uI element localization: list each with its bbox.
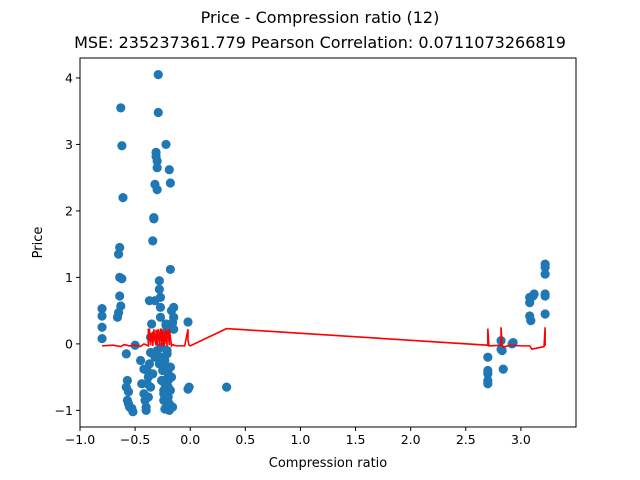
scatter-point — [498, 364, 508, 374]
scatter-point — [117, 274, 127, 284]
fit-line-group — [101, 327, 546, 351]
scatter-point — [152, 185, 162, 195]
scatter-points — [97, 70, 550, 417]
x-tick-label: −1.0 — [65, 432, 95, 447]
y-tick-label: 1 — [65, 270, 73, 285]
x-tick-label: 0.0 — [180, 432, 200, 447]
scatter-point — [123, 387, 134, 397]
scatter-point — [115, 242, 125, 253]
scatter-point — [164, 165, 174, 175]
scatter-point — [148, 369, 158, 379]
scatter-point — [221, 382, 232, 392]
scatter-point — [116, 103, 126, 113]
scatter-point — [141, 405, 151, 415]
scatter-point — [161, 139, 171, 150]
y-tick-label: −1 — [55, 403, 73, 418]
plot-frame — [79, 57, 577, 428]
x-tick-label: 1.0 — [290, 432, 310, 447]
x-tick-label: 2.5 — [456, 432, 476, 447]
scatter-point — [97, 333, 107, 344]
scatter-point — [529, 289, 539, 299]
scatter-point — [128, 407, 138, 417]
scatter-point — [483, 352, 493, 362]
x-tick-label: −0.5 — [120, 432, 150, 447]
scatter-point — [149, 212, 159, 223]
scatter-point — [152, 345, 162, 356]
scatter-point — [150, 296, 160, 306]
chart-subtitle: MSE: 235237361.779 Pearson Correlation: … — [74, 33, 566, 52]
scatter-point — [148, 236, 158, 246]
scatter-point — [483, 379, 493, 389]
scatter-point — [184, 382, 194, 392]
scatter-point — [136, 355, 146, 366]
scatter-point — [540, 291, 550, 301]
scatter-point — [118, 193, 128, 203]
scatter-point — [153, 107, 163, 118]
scatter-point — [166, 372, 177, 382]
scatter-point — [167, 402, 178, 412]
scatter-point — [153, 70, 163, 80]
scatter-point — [155, 312, 166, 322]
y-tick-label: 2 — [65, 203, 73, 218]
scatter-point — [156, 375, 167, 386]
fit-line — [101, 327, 546, 351]
x-tick-label: 0.5 — [235, 432, 255, 447]
scatter-point — [540, 262, 550, 273]
scatter-point — [165, 264, 175, 275]
scatter-point — [112, 312, 123, 322]
scatter-point — [169, 312, 179, 322]
scatter-point — [540, 309, 550, 319]
y-axis-label: Price — [31, 227, 46, 259]
scatter-point — [540, 269, 550, 279]
x-tick-label: 3.0 — [511, 432, 531, 447]
scatter-point — [139, 364, 149, 374]
scatter-point — [526, 316, 536, 326]
scatter-point — [121, 349, 131, 359]
scatter-point — [165, 362, 175, 372]
scatter-point — [152, 163, 162, 173]
x-tick-label: 1.5 — [346, 432, 366, 447]
scatter-point — [160, 355, 170, 366]
scatter-point — [169, 324, 179, 334]
y-tick-label: 3 — [65, 137, 73, 152]
x-axis-ticks: −1.0 −0.5 0.0 0.5 1.0 1.5 2.0 2.5 3.0 — [65, 427, 531, 447]
scatter-point — [159, 389, 169, 399]
scatter-point — [165, 178, 175, 188]
scatter-point — [147, 319, 157, 329]
x-tick-label: 2.0 — [401, 432, 421, 447]
scatter-point — [145, 382, 156, 392]
scatter-point — [115, 291, 125, 301]
y-tick-label: 0 — [65, 336, 73, 351]
x-axis-label: Compression ratio — [269, 456, 388, 471]
scatter-point — [155, 302, 166, 312]
scatter-point — [183, 317, 193, 327]
scatter-point — [143, 392, 153, 402]
scatter-point — [497, 345, 507, 356]
scatter-point — [154, 284, 164, 294]
scatter-point — [117, 141, 127, 151]
scatter-point — [169, 302, 179, 312]
scatter-point — [97, 311, 107, 321]
y-axis-ticks: −1 0 1 2 3 4 — [55, 70, 80, 418]
y-tick-label: 4 — [65, 70, 73, 85]
scatter-point — [154, 276, 164, 286]
scatter-point — [97, 322, 107, 332]
scatter-point — [152, 156, 162, 166]
scatter-point — [162, 345, 172, 356]
scatter-point — [483, 369, 493, 379]
chart-title: Price - Compression ratio (12) — [200, 8, 440, 27]
scatter-point — [97, 304, 107, 314]
